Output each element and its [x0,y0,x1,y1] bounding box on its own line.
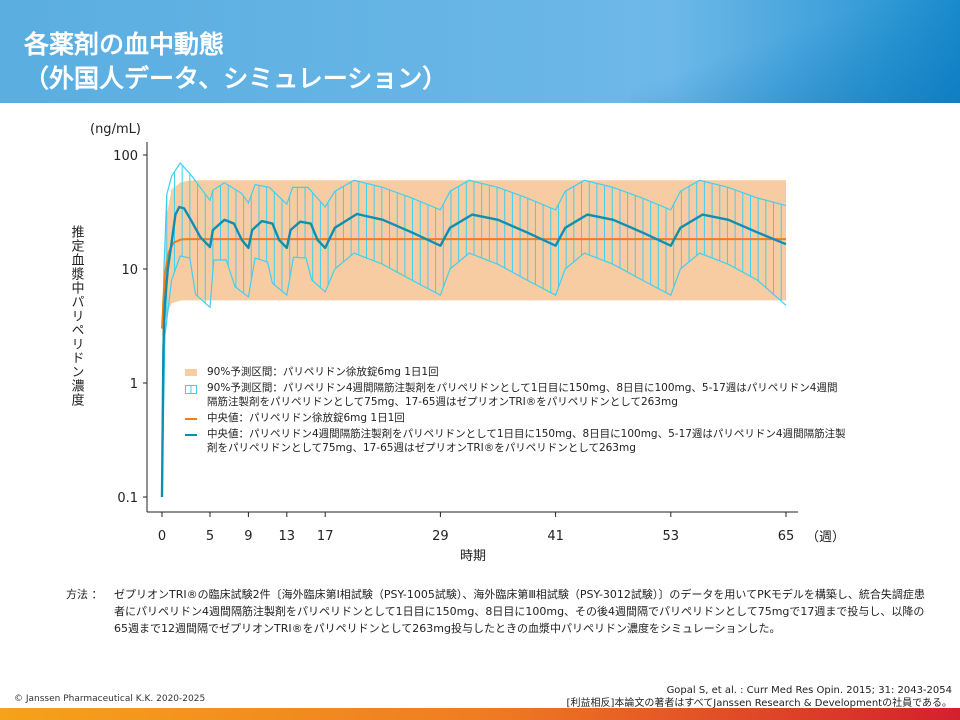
reference: Gopal S, et al. : Curr Med Res Opin. 201… [567,684,952,710]
lai-90pct-upper [161,162,787,498]
legend-swatch-lai-band [185,385,197,394]
page-title: 各薬剤の血中動態 （外国人データ、シミュレーション） [24,30,448,93]
legend-swatch-oral-band [185,369,197,376]
legend-item: 90%予測区間：パリペリドン徐放錠6mg 1日1回 [185,365,847,379]
lai-90pct-lower [161,252,787,498]
x-tick-label: 17 [317,529,334,544]
lai-median-line [160,205,787,498]
y-tick-label: 0.1 [117,491,138,506]
legend-item: 90%予測区間：パリペリドン4週間隔筋注製剤をパリペリドンとして1日目に150m… [185,381,847,409]
y-unit-label: (ng/mL) [90,122,141,137]
x-tick-label: 13 [279,529,296,544]
method-text: ゼプリオンTRI®の臨床試験2件〔海外臨床第Ⅰ相試験（PSY-1005試験）、海… [114,588,925,635]
header-decoration [630,0,960,103]
y-tick-label: 10 [121,263,138,278]
legend-item: 中央値：パリペリドン徐放錠6mg 1日1回 [185,411,847,425]
legend-label: 90%予測区間：パリペリドン徐放錠6mg 1日1回 [207,366,439,378]
x-tick-label: 41 [547,529,564,544]
legend-item: 中央値：パリペリドン4週間隔筋注製剤をパリペリドンとして1日目に150mg、8日… [185,427,847,455]
x-unit-label: （週） [806,530,845,545]
oral-median-line [161,238,786,329]
conflict-of-interest: [利益相反]本論文の著者はすべてJanssen Research & Devel… [566,698,952,709]
oral-90pct-band [162,180,786,338]
legend-label: 中央値：パリペリドン徐放錠6mg 1日1回 [207,412,405,424]
legend-swatch-oral-median [185,418,197,420]
legend-label: 90%予測区間：パリペリドン4週間隔筋注製剤をパリペリドンとして1日目に150m… [207,382,838,408]
y-tick-label: 1 [130,377,138,392]
header-banner: 各薬剤の血中動態 （外国人データ、シミュレーション） [0,0,960,103]
x-tick-label: 5 [206,529,214,544]
x-tick-label: 29 [432,529,449,544]
x-tick-label: 53 [663,529,680,544]
method-note: 方法 ： ゼプリオンTRI®の臨床試験2件〔海外臨床第Ⅰ相試験（PSY-1005… [66,586,926,637]
y-tick-label: 100 [113,149,138,164]
legend-swatch-lai-median [185,434,197,436]
x-axis-label: 時期 [460,549,486,564]
bottom-bar [0,708,960,720]
chart-legend: 90%予測区間：パリペリドン徐放錠6mg 1日1回 90%予測区間：パリペリドン… [185,365,847,457]
y-axis-label: 推定血漿中パリペリドン濃度 [69,225,85,407]
method-label: 方法 ： [66,588,103,601]
copyright: © Janssen Pharmaceutical K.K. 2020-2025 [14,694,206,704]
legend-label: 中央値：パリペリドン4週間隔筋注製剤をパリペリドンとして1日目に150mg、8日… [207,428,846,454]
x-tick-label: 65 [778,529,795,544]
x-tick-label: 0 [158,529,166,544]
x-tick-label: 9 [244,529,252,544]
citation: Gopal S, et al. : Curr Med Res Opin. 201… [666,685,952,696]
